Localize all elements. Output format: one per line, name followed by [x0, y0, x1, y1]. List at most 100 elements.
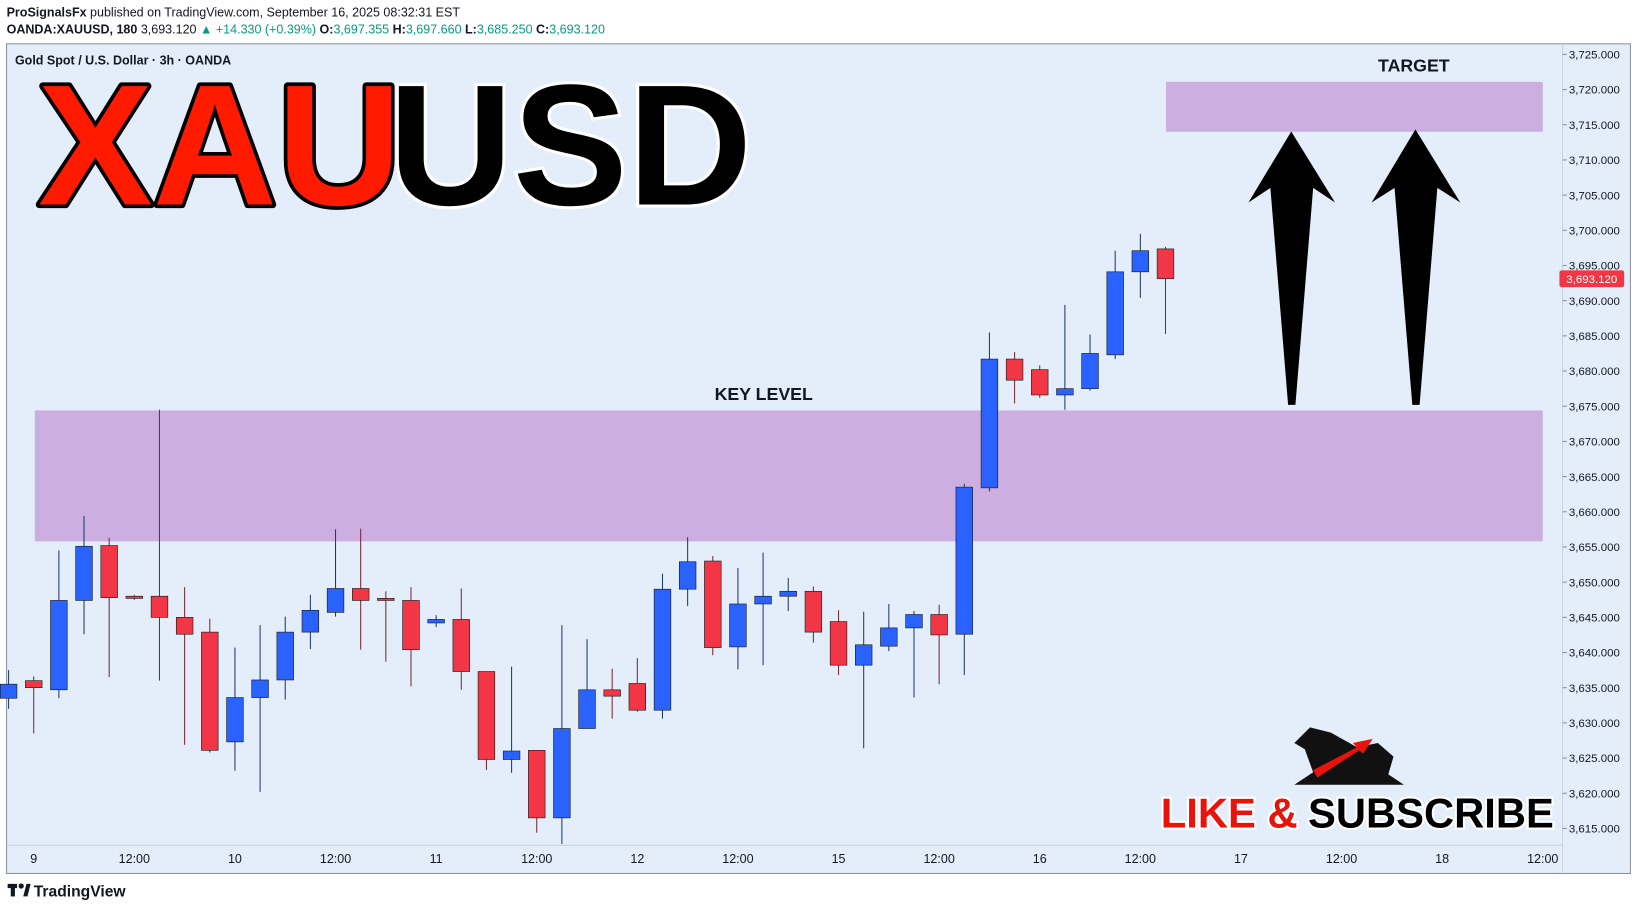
x-tick-label: 12:00	[1326, 852, 1357, 866]
candle-body	[25, 680, 43, 689]
candle-body	[829, 621, 848, 666]
last-price-tag	[1559, 270, 1625, 288]
x-tick-label: 12:00	[1125, 852, 1156, 866]
x-tick-label: 12:00	[119, 852, 150, 866]
zone-label: TARGET	[1378, 55, 1450, 75]
candle-body	[553, 728, 571, 819]
candle-body	[301, 609, 320, 633]
y-tick-label: 3,650.000	[1569, 577, 1620, 589]
cta: LIKE & SUBSCRIBE	[1161, 790, 1554, 837]
logo-slash	[23, 883, 31, 897]
ohlc-line: OANDA:XAUUSD, 180 3,693.120 ▲ +14.330 (+…	[7, 22, 605, 36]
headline-black: USD	[389, 50, 753, 242]
candle-body	[880, 627, 898, 647]
y-tick-label: 3,640.000	[1569, 648, 1620, 660]
y-tick-label: 3,710.000	[1569, 155, 1620, 167]
h-value: 3,697.660	[406, 22, 462, 36]
candle-body	[678, 561, 697, 590]
l-label: L:	[465, 22, 477, 36]
x-tick-label: 17	[1234, 852, 1248, 866]
y-tick-label: 3,655.000	[1569, 542, 1620, 554]
candle-body	[930, 614, 948, 636]
candle-body	[1131, 250, 1150, 273]
y-tick-label: 3,625.000	[1569, 753, 1620, 765]
x-tick-label: 16	[1033, 852, 1047, 866]
y-tick-label: 3,690.000	[1569, 296, 1620, 308]
candle-body	[1005, 358, 1024, 381]
candle-body	[1156, 248, 1175, 280]
logo-dot	[18, 883, 24, 889]
x-tick-label: 12	[630, 852, 644, 866]
y-tick-label: 3,670.000	[1569, 437, 1620, 449]
candle-body	[603, 689, 621, 697]
cta-black: SUBSCRIBE	[1308, 790, 1554, 837]
candle-body	[150, 595, 169, 618]
y-tick-label: 3,725.000	[1569, 50, 1620, 62]
y-tick-label: 3,700.000	[1569, 225, 1620, 237]
candle-body	[427, 619, 445, 624]
candle-body	[75, 545, 93, 601]
x-tick-label: 11	[430, 852, 443, 866]
candle-body	[50, 600, 68, 691]
x-tick-label: 18	[1435, 852, 1449, 866]
candle-body	[1031, 369, 1049, 396]
candle-body	[628, 683, 646, 711]
y-tick-label: 3,720.000	[1569, 85, 1620, 97]
candle-body	[477, 671, 496, 760]
y-tick-label: 3,630.000	[1569, 718, 1620, 730]
tv-logo	[7, 883, 31, 897]
footer-brand: TradingView	[34, 883, 127, 900]
legend: Gold Spot / U.S. Dollar · 3h · OANDA	[15, 54, 231, 68]
price: 3,693.120	[141, 22, 197, 36]
candle-body	[1081, 353, 1099, 389]
candle-body	[377, 598, 395, 601]
y-tick-label: 3,660.000	[1569, 507, 1620, 519]
candle-body	[402, 600, 420, 651]
last-price-label: 3,693.120	[1566, 274, 1617, 286]
candle-body	[855, 644, 873, 666]
change: ▲ +14.330 (+0.39%)	[200, 22, 316, 36]
l-value: 3,685.250	[477, 22, 533, 36]
candle-body	[352, 588, 370, 601]
candle-body	[452, 619, 470, 672]
y-tick-label: 3,615.000	[1569, 824, 1620, 836]
candle-body	[251, 679, 269, 698]
y-tick-label: 3,695.000	[1569, 261, 1620, 273]
headline-red: XAU	[38, 50, 402, 242]
candle-body	[502, 750, 521, 760]
candle-body	[125, 595, 143, 599]
y-tick-label: 3,665.000	[1569, 472, 1620, 484]
y-tick-label: 3,620.000	[1569, 788, 1620, 800]
published: published on TradingView.com, September …	[90, 6, 460, 20]
bull-bear-logo	[1283, 727, 1404, 785]
candle-body	[326, 588, 345, 613]
candle-body	[955, 486, 973, 635]
candle-body	[226, 697, 244, 743]
y-tick-label: 3,635.000	[1569, 683, 1620, 695]
x-tick-label: 15	[832, 852, 846, 866]
arrow	[1248, 131, 1336, 405]
x-tick-label: 12:00	[923, 852, 954, 866]
candle-body	[175, 617, 194, 635]
o-label: O:	[320, 22, 334, 36]
candle-body	[100, 545, 118, 598]
publish-line: ProSignalsFx published on TradingView.co…	[7, 6, 461, 20]
x-tick-label: 9	[30, 852, 37, 866]
candle-body	[1056, 388, 1074, 396]
y-tick-label: 3,675.000	[1569, 401, 1620, 413]
candle-body	[754, 595, 772, 605]
x-tick-label: 12:00	[1527, 852, 1558, 866]
x-tick-label: 10	[228, 852, 242, 866]
candle-body	[905, 614, 923, 629]
candle-body	[0, 683, 18, 699]
author: ProSignalsFx	[7, 6, 87, 20]
arrow	[1371, 129, 1461, 405]
y-tick-label: 3,685.000	[1569, 331, 1620, 343]
x-tick-label: 12:00	[320, 852, 351, 866]
candle-body	[653, 588, 672, 711]
candle-body	[779, 590, 797, 597]
candle-body	[528, 750, 546, 819]
c-label: C:	[536, 22, 549, 36]
cta-red: LIKE &	[1161, 790, 1298, 837]
